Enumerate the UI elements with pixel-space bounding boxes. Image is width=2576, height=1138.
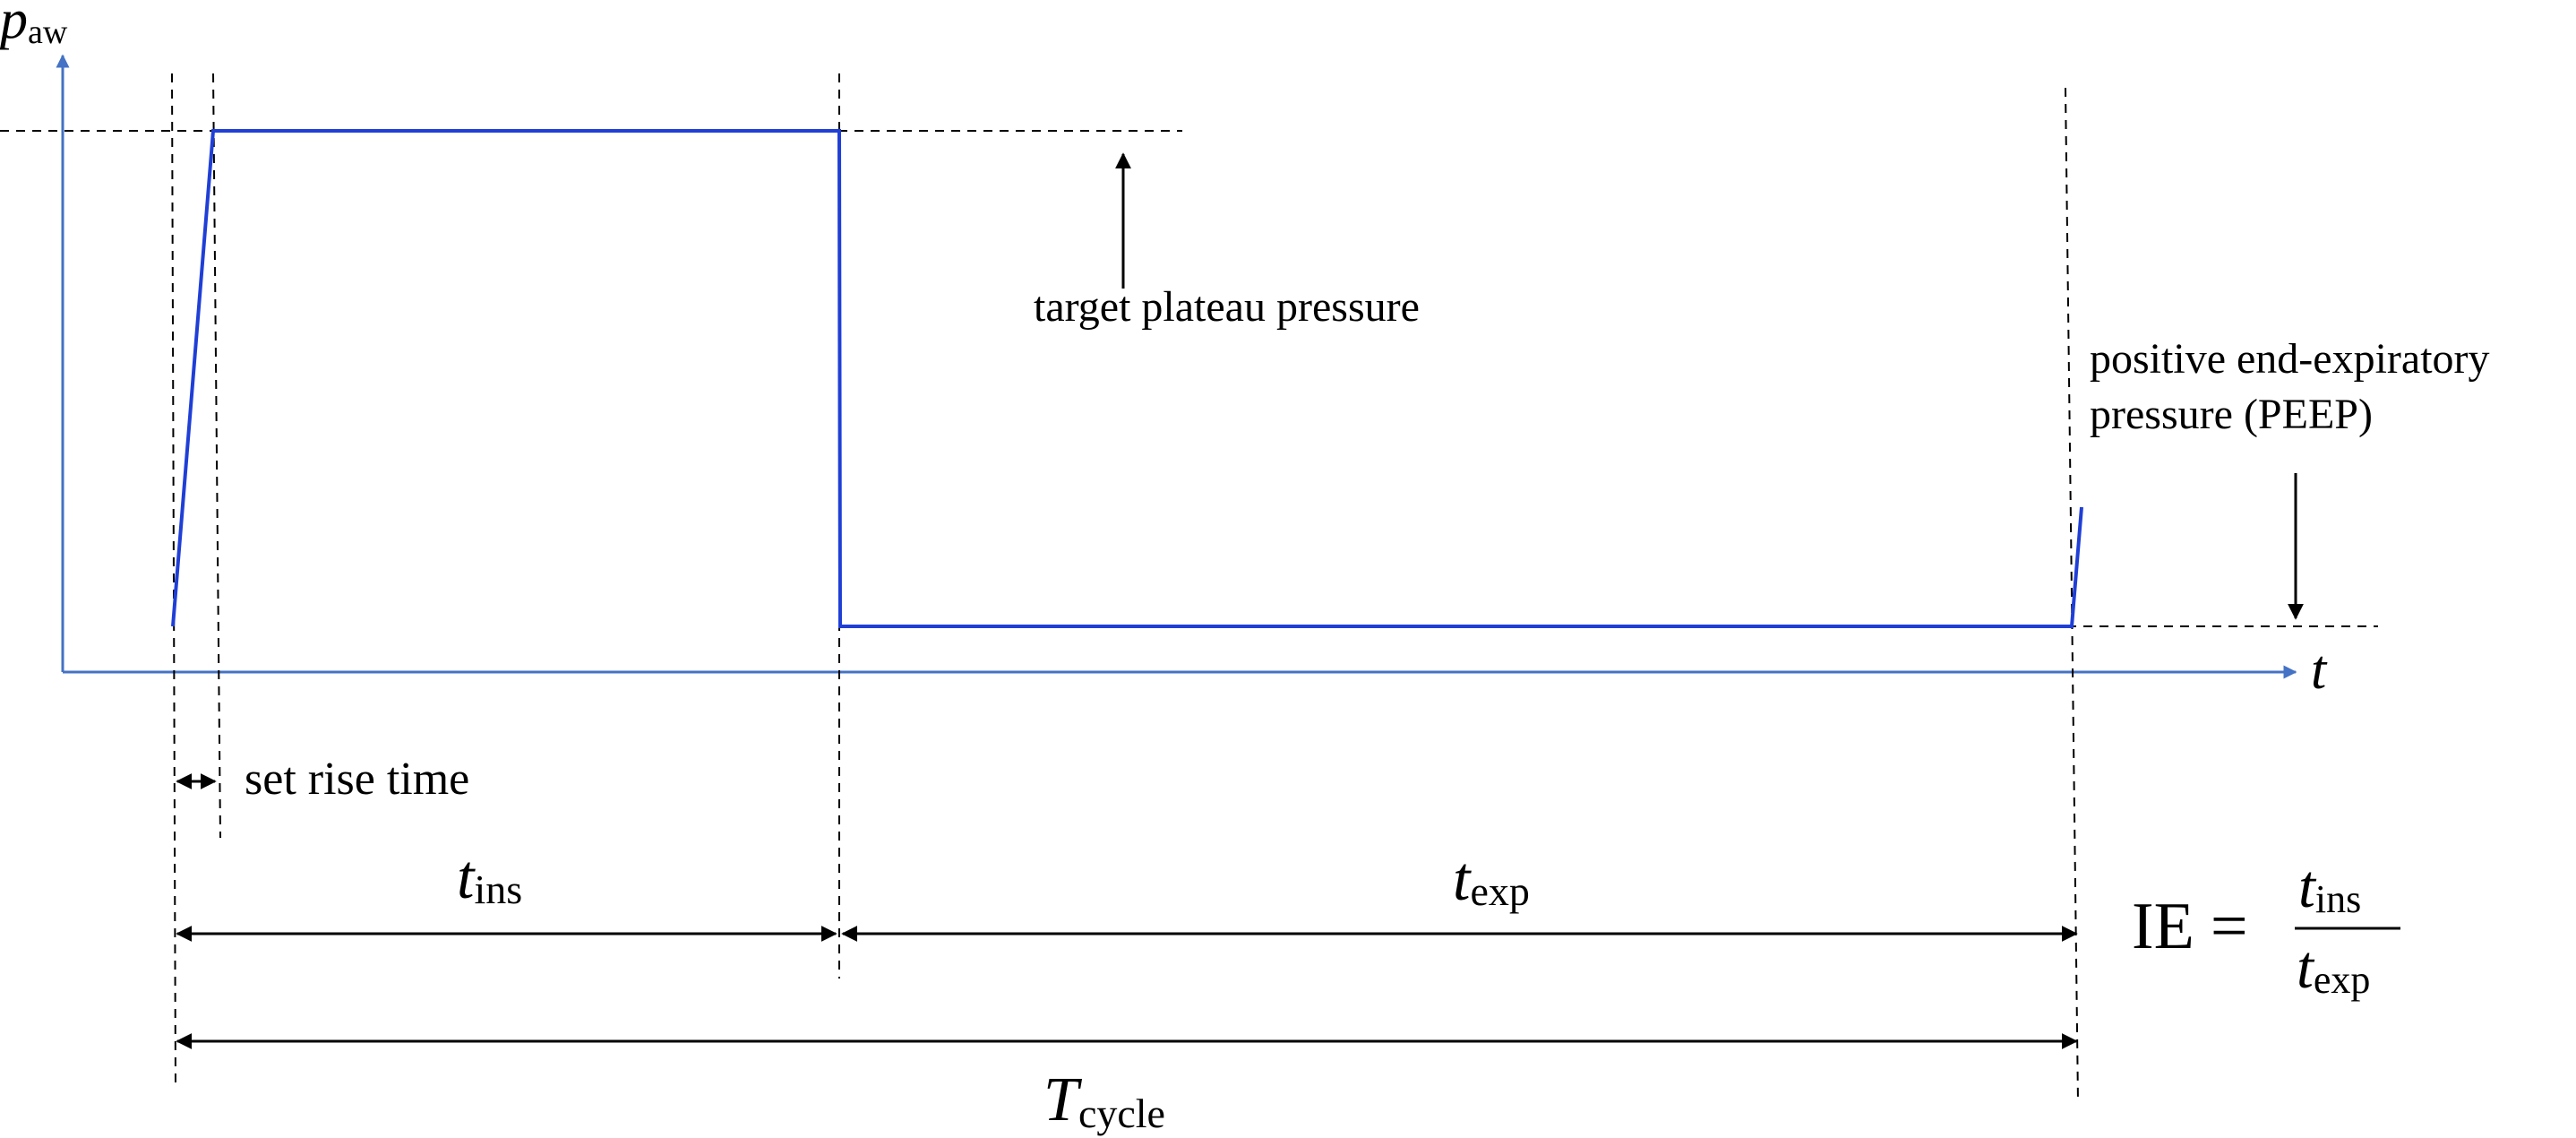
ie-formula-numerator: tins xyxy=(2298,852,2361,921)
peep-label-line1: positive end-expiratory xyxy=(2090,335,2490,383)
peep-label-line2: pressure (PEEP) xyxy=(2090,391,2373,438)
t-cycle-label: Tcycle xyxy=(1043,1065,1165,1136)
start-guide-line xyxy=(171,73,176,1090)
t-exp-label: texp xyxy=(1453,845,1530,914)
plateau-label: target plateau pressure xyxy=(1034,283,1420,331)
rise-time-label: set rise time xyxy=(245,754,469,805)
pressure-waveform xyxy=(171,129,2083,628)
y-axis-label: paw xyxy=(0,0,68,51)
rise-end-guide-line xyxy=(212,73,221,839)
x-axis-label: t xyxy=(2311,640,2328,701)
ie-formula-lhs: IE = xyxy=(2132,890,2248,963)
ie-formula-denominator: texp xyxy=(2297,933,2370,1002)
t-ins-label: tins xyxy=(457,843,522,912)
